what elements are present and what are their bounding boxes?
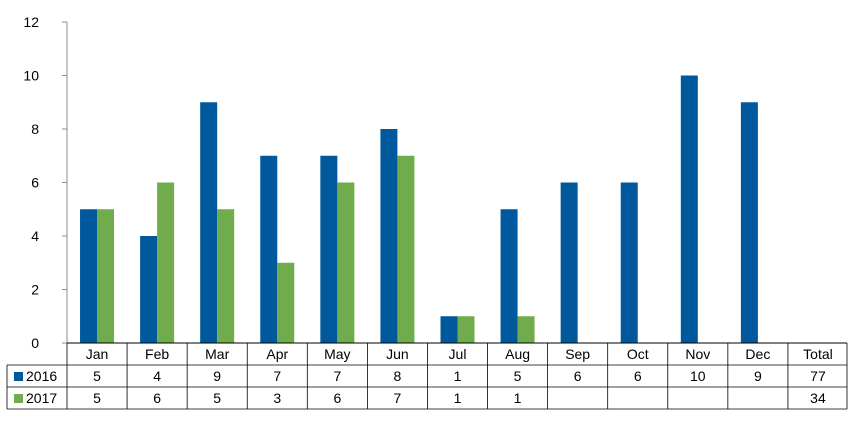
bars-group (80, 75, 758, 343)
data-label: 1 (454, 390, 462, 406)
legend-swatch-2017 (14, 394, 23, 403)
legend-label-2016: 2016 (26, 368, 57, 384)
x-category-label: Oct (627, 346, 649, 362)
data-label: 6 (634, 368, 642, 384)
y-tick-label: 6 (31, 175, 39, 191)
bar-2016-feb (140, 236, 158, 343)
x-category-label: Dec (745, 346, 770, 362)
bar-2016-sep (560, 182, 578, 343)
data-label: 7 (333, 368, 341, 384)
data-label: 7 (273, 368, 281, 384)
data-label: 8 (394, 368, 402, 384)
total-value-2017: 34 (810, 390, 826, 406)
x-category-label: Sep (565, 346, 590, 362)
data-label: 1 (454, 368, 462, 384)
data-label: 6 (153, 390, 161, 406)
bar-2017-mar (217, 209, 235, 343)
x-category-label: Jul (449, 346, 467, 362)
data-label: 6 (574, 368, 582, 384)
y-tick-label: 4 (31, 228, 39, 244)
total-value-2016: 77 (810, 368, 826, 384)
legend-swatch-2016 (14, 372, 23, 381)
y-tick-label: 0 (31, 335, 39, 351)
y-tick-label: 10 (23, 68, 39, 84)
data-label: 5 (93, 390, 101, 406)
bar-2016-oct (620, 182, 638, 343)
data-label: 3 (273, 390, 281, 406)
bar-2016-aug (500, 209, 518, 343)
bar-2016-may (320, 155, 338, 343)
data-table: Jan Feb Mar Apr May Jun Jul Aug Sep Oct Nov Dec Tota… (6, 342, 848, 410)
y-tick-label: 8 (31, 121, 39, 137)
data-label: 5 (213, 390, 221, 406)
data-label: 4 (153, 368, 161, 384)
data-label: 1 (514, 390, 522, 406)
data-label: 6 (333, 390, 341, 406)
x-category-label: Jan (86, 346, 109, 362)
bar-2016-jul (440, 316, 458, 343)
bar-2016-jun (380, 129, 398, 343)
total-header: Total (803, 346, 833, 362)
bar-2017-apr (277, 262, 295, 343)
x-category-label: Apr (266, 346, 288, 362)
data-label: 9 (213, 368, 221, 384)
bar-2016-apr (260, 155, 278, 343)
data-label: 10 (690, 368, 706, 384)
legend-label-2017: 2017 (26, 390, 57, 406)
data-label: 5 (514, 368, 522, 384)
bar-2016-mar (200, 102, 218, 343)
bar-2016-nov (680, 75, 698, 343)
bar-2017-may (337, 182, 355, 343)
y-tick-label: 12 (23, 14, 39, 30)
y-axis: 0 2 4 6 8 10 12 (23, 14, 68, 351)
data-label: 9 (754, 368, 762, 384)
bar-2016-jan (80, 209, 98, 343)
bar-2017-feb (157, 182, 175, 343)
x-category-label: Nov (685, 346, 710, 362)
bar-2017-jun (397, 155, 415, 343)
bar-2016-dec (740, 102, 758, 343)
bar-2017-jan (97, 209, 115, 343)
x-category-label: Jun (386, 346, 409, 362)
y-tick-label: 2 (31, 282, 39, 298)
x-category-label: Mar (205, 346, 229, 362)
x-category-label: Feb (145, 346, 169, 362)
data-label: 7 (394, 390, 402, 406)
x-category-label: May (324, 346, 350, 362)
bar-2017-aug (517, 316, 535, 343)
bar-2017-jul (457, 316, 475, 343)
data-label: 5 (93, 368, 101, 384)
x-category-label: Aug (505, 346, 530, 362)
